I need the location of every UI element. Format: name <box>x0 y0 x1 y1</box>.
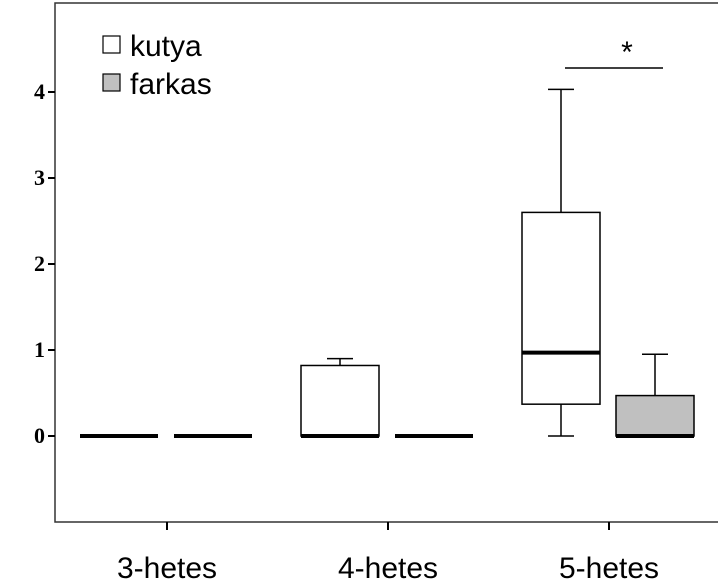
significance-label: * <box>621 36 633 69</box>
box <box>615 394 695 437</box>
box <box>300 364 380 437</box>
legend-swatch <box>102 35 121 54</box>
plot-frame <box>54 2 718 523</box>
y-tick-label: 1 <box>34 337 45 362</box>
y-tick-label: 4 <box>34 79 45 104</box>
legend-swatch <box>102 73 121 92</box>
x-tick-label: 3-hetes <box>117 552 217 585</box>
x-tick-label: 5-hetes <box>559 552 659 585</box>
legend-label: kutya <box>130 30 202 63</box>
y-tick-label: 3 <box>34 165 45 190</box>
y-tick-label: 0 <box>34 423 45 448</box>
y-tick-label: 2 <box>34 251 45 276</box>
legend-label: farkas <box>130 68 212 101</box>
box <box>521 211 601 405</box>
x-tick-label: 4-hetes <box>338 552 438 585</box>
